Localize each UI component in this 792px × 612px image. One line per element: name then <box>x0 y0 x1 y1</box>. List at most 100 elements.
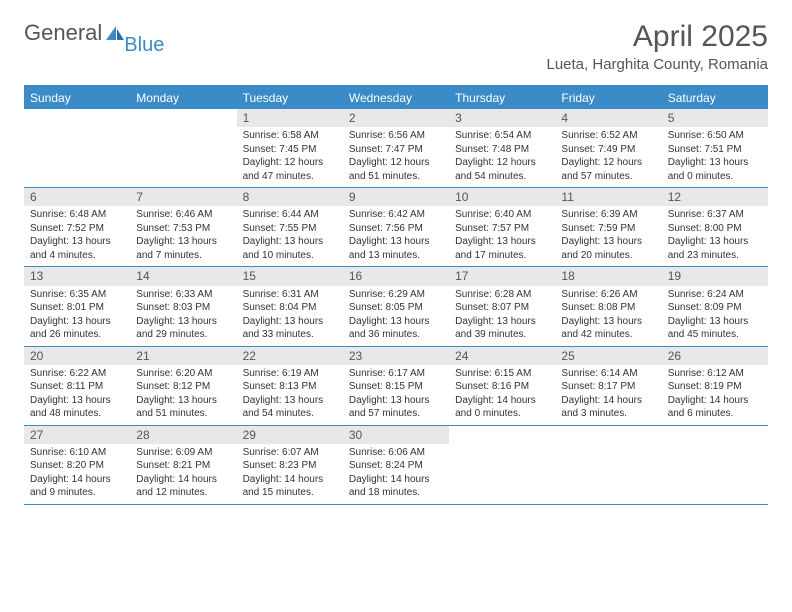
day-body: Sunrise: 6:40 AMSunset: 7:57 PMDaylight:… <box>449 206 555 266</box>
weekday-header: Tuesday <box>237 87 343 109</box>
day-cell: 15Sunrise: 6:31 AMSunset: 8:04 PMDayligh… <box>237 267 343 345</box>
sunset-text: Sunset: 7:57 PM <box>455 222 549 236</box>
sunset-text: Sunset: 8:21 PM <box>136 459 230 473</box>
sunrise-text: Sunrise: 6:17 AM <box>349 367 443 381</box>
day-number: 11 <box>555 188 661 206</box>
day-number: 29 <box>237 426 343 444</box>
day-cell: 5Sunrise: 6:50 AMSunset: 7:51 PMDaylight… <box>662 109 768 187</box>
weekday-header: Friday <box>555 87 661 109</box>
sunset-text: Sunset: 8:04 PM <box>243 301 337 315</box>
weekday-header: Thursday <box>449 87 555 109</box>
day-cell: 9Sunrise: 6:42 AMSunset: 7:56 PMDaylight… <box>343 188 449 266</box>
sunrise-text: Sunrise: 6:40 AM <box>455 208 549 222</box>
daylight-text: Daylight: 12 hours and 54 minutes. <box>455 156 549 183</box>
daylight-text: Daylight: 14 hours and 18 minutes. <box>349 473 443 500</box>
daylight-text: Daylight: 13 hours and 51 minutes. <box>136 394 230 421</box>
sunrise-text: Sunrise: 6:22 AM <box>30 367 124 381</box>
day-cell: 14Sunrise: 6:33 AMSunset: 8:03 PMDayligh… <box>130 267 236 345</box>
sunrise-text: Sunrise: 6:24 AM <box>668 288 762 302</box>
daylight-text: Daylight: 13 hours and 48 minutes. <box>30 394 124 421</box>
day-number: 14 <box>130 267 236 285</box>
daylight-text: Daylight: 13 hours and 0 minutes. <box>668 156 762 183</box>
day-body: Sunrise: 6:12 AMSunset: 8:19 PMDaylight:… <box>662 365 768 425</box>
daylight-text: Daylight: 13 hours and 42 minutes. <box>561 315 655 342</box>
day-body: Sunrise: 6:44 AMSunset: 7:55 PMDaylight:… <box>237 206 343 266</box>
logo-text-blue: Blue <box>124 34 164 57</box>
day-cell: 6Sunrise: 6:48 AMSunset: 7:52 PMDaylight… <box>24 188 130 266</box>
day-number: 23 <box>343 347 449 365</box>
sunrise-text: Sunrise: 6:44 AM <box>243 208 337 222</box>
sunrise-text: Sunrise: 6:50 AM <box>668 129 762 143</box>
day-number: 18 <box>555 267 661 285</box>
weekday-header: Saturday <box>662 87 768 109</box>
sunset-text: Sunset: 7:53 PM <box>136 222 230 236</box>
sunset-text: Sunset: 7:48 PM <box>455 143 549 157</box>
sunset-text: Sunset: 8:07 PM <box>455 301 549 315</box>
day-number: 12 <box>662 188 768 206</box>
day-number: 9 <box>343 188 449 206</box>
sunset-text: Sunset: 7:52 PM <box>30 222 124 236</box>
daylight-text: Daylight: 12 hours and 47 minutes. <box>243 156 337 183</box>
daylight-text: Daylight: 12 hours and 57 minutes. <box>561 156 655 183</box>
day-cell: 21Sunrise: 6:20 AMSunset: 8:12 PMDayligh… <box>130 347 236 425</box>
day-cell: 17Sunrise: 6:28 AMSunset: 8:07 PMDayligh… <box>449 267 555 345</box>
sunrise-text: Sunrise: 6:15 AM <box>455 367 549 381</box>
sunrise-text: Sunrise: 6:28 AM <box>455 288 549 302</box>
day-body: Sunrise: 6:54 AMSunset: 7:48 PMDaylight:… <box>449 127 555 187</box>
day-body: Sunrise: 6:29 AMSunset: 8:05 PMDaylight:… <box>343 286 449 346</box>
weekday-header: Wednesday <box>343 87 449 109</box>
day-cell: 26Sunrise: 6:12 AMSunset: 8:19 PMDayligh… <box>662 347 768 425</box>
daylight-text: Daylight: 13 hours and 23 minutes. <box>668 235 762 262</box>
day-body: Sunrise: 6:35 AMSunset: 8:01 PMDaylight:… <box>24 286 130 346</box>
day-number: 13 <box>24 267 130 285</box>
day-body: Sunrise: 6:50 AMSunset: 7:51 PMDaylight:… <box>662 127 768 187</box>
day-body: Sunrise: 6:19 AMSunset: 8:13 PMDaylight:… <box>237 365 343 425</box>
page-title: April 2025 <box>546 20 768 54</box>
sunrise-text: Sunrise: 6:31 AM <box>243 288 337 302</box>
weekday-header-row: Sunday Monday Tuesday Wednesday Thursday… <box>24 87 768 109</box>
sunrise-text: Sunrise: 6:52 AM <box>561 129 655 143</box>
header: General Blue April 2025 Lueta, Harghita … <box>24 20 768 73</box>
day-cell: 7Sunrise: 6:46 AMSunset: 7:53 PMDaylight… <box>130 188 236 266</box>
day-cell <box>555 426 661 504</box>
day-cell: 27Sunrise: 6:10 AMSunset: 8:20 PMDayligh… <box>24 426 130 504</box>
sunset-text: Sunset: 7:55 PM <box>243 222 337 236</box>
day-cell: 28Sunrise: 6:09 AMSunset: 8:21 PMDayligh… <box>130 426 236 504</box>
day-body: Sunrise: 6:22 AMSunset: 8:11 PMDaylight:… <box>24 365 130 425</box>
day-body: Sunrise: 6:31 AMSunset: 8:04 PMDaylight:… <box>237 286 343 346</box>
day-body: Sunrise: 6:37 AMSunset: 8:00 PMDaylight:… <box>662 206 768 266</box>
day-body: Sunrise: 6:07 AMSunset: 8:23 PMDaylight:… <box>237 444 343 504</box>
sunset-text: Sunset: 8:09 PM <box>668 301 762 315</box>
week-row: 6Sunrise: 6:48 AMSunset: 7:52 PMDaylight… <box>24 188 768 267</box>
day-number: 1 <box>237 109 343 127</box>
day-cell: 24Sunrise: 6:15 AMSunset: 8:16 PMDayligh… <box>449 347 555 425</box>
daylight-text: Daylight: 14 hours and 6 minutes. <box>668 394 762 421</box>
sunrise-text: Sunrise: 6:19 AM <box>243 367 337 381</box>
day-cell <box>449 426 555 504</box>
day-number: 26 <box>662 347 768 365</box>
sunrise-text: Sunrise: 6:35 AM <box>30 288 124 302</box>
sunrise-text: Sunrise: 6:54 AM <box>455 129 549 143</box>
logo-text-general: General <box>24 20 102 46</box>
day-cell: 16Sunrise: 6:29 AMSunset: 8:05 PMDayligh… <box>343 267 449 345</box>
daylight-text: Daylight: 13 hours and 54 minutes. <box>243 394 337 421</box>
sunset-text: Sunset: 8:00 PM <box>668 222 762 236</box>
daylight-text: Daylight: 13 hours and 10 minutes. <box>243 235 337 262</box>
daylight-text: Daylight: 12 hours and 51 minutes. <box>349 156 443 183</box>
sunset-text: Sunset: 7:47 PM <box>349 143 443 157</box>
daylight-text: Daylight: 14 hours and 0 minutes. <box>455 394 549 421</box>
day-body: Sunrise: 6:42 AMSunset: 7:56 PMDaylight:… <box>343 206 449 266</box>
sunset-text: Sunset: 8:05 PM <box>349 301 443 315</box>
day-body: Sunrise: 6:46 AMSunset: 7:53 PMDaylight:… <box>130 206 236 266</box>
sunset-text: Sunset: 8:23 PM <box>243 459 337 473</box>
day-number: 15 <box>237 267 343 285</box>
day-body: Sunrise: 6:20 AMSunset: 8:12 PMDaylight:… <box>130 365 236 425</box>
sunrise-text: Sunrise: 6:12 AM <box>668 367 762 381</box>
sunset-text: Sunset: 8:12 PM <box>136 380 230 394</box>
sunset-text: Sunset: 8:16 PM <box>455 380 549 394</box>
day-number: 19 <box>662 267 768 285</box>
sunset-text: Sunset: 8:19 PM <box>668 380 762 394</box>
day-number: 20 <box>24 347 130 365</box>
weekday-header: Sunday <box>24 87 130 109</box>
day-number: 16 <box>343 267 449 285</box>
